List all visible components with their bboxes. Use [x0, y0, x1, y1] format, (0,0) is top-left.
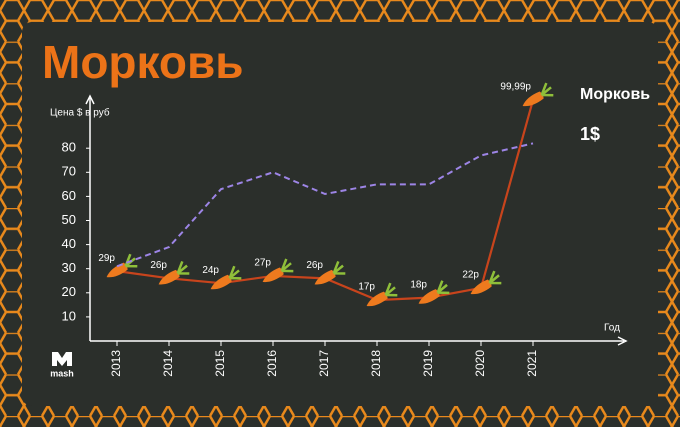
x-tick-label: 2017 — [317, 350, 331, 377]
carrot-marker — [106, 253, 138, 278]
data-label: 22р — [462, 270, 479, 281]
carrot-leaves — [436, 280, 450, 295]
carrot-body — [314, 269, 336, 285]
x-tick-label: 2020 — [473, 350, 487, 377]
data-label: 26р — [150, 260, 167, 271]
carrot-body — [210, 274, 232, 290]
legend-label: Морковь — [580, 86, 650, 103]
carrot-body — [418, 289, 440, 304]
y-tick-label: 40 — [62, 236, 76, 251]
data-label: 29р — [98, 253, 115, 264]
y-tick-label: 10 — [62, 308, 76, 323]
carrot-leaves — [176, 260, 190, 275]
data-label: 27р — [254, 258, 271, 269]
carrot-marker — [522, 82, 554, 107]
data-label: 17р — [358, 282, 375, 293]
carrot-leaves — [488, 270, 502, 285]
y-tick-label: 30 — [62, 260, 76, 275]
x-tick-label: 2018 — [369, 350, 383, 377]
series-line — [116, 142, 534, 268]
carrot-leaves — [280, 258, 294, 273]
x-tick-label: 2016 — [265, 350, 279, 377]
carrot-body — [262, 267, 284, 283]
y-tick-label: 20 — [62, 284, 76, 299]
carrot-marker — [470, 270, 502, 295]
carrot-body — [522, 91, 544, 107]
x-tick-label: 2019 — [421, 350, 435, 377]
y-tick-label: 80 — [62, 140, 76, 155]
panel — [22, 22, 658, 406]
logo: mash — [50, 352, 74, 378]
x-tick-label: 2021 — [525, 350, 539, 377]
carrot-leaves — [228, 265, 242, 280]
x-tick-label: 2013 — [109, 350, 123, 377]
x-tick-label: 2015 — [213, 350, 227, 377]
carrot-marker — [262, 258, 294, 283]
y-axis-label: Цена $ в руб — [50, 107, 110, 119]
x-axis-arrow — [617, 336, 628, 346]
carrot-marker — [158, 260, 190, 285]
carrot-leaves — [384, 282, 398, 297]
logo-icon — [52, 352, 72, 366]
carrot-marker — [418, 280, 450, 304]
x-tick-label: 2014 — [161, 350, 175, 377]
y-axis-arrow — [85, 94, 95, 105]
x-axis-label: Год — [604, 323, 620, 334]
carrot-body — [366, 291, 388, 307]
carrot-marker — [314, 260, 346, 285]
data-label: 18р — [410, 279, 427, 290]
chart-title: Морковь — [42, 36, 244, 88]
carrot-body — [158, 269, 180, 285]
logo-text: mash — [50, 368, 74, 378]
carrot-leaves — [332, 260, 346, 275]
data-label: 26р — [306, 260, 323, 271]
carrot-body — [106, 262, 128, 278]
data-label: 99,99р — [500, 82, 531, 93]
carrot-marker — [366, 282, 398, 307]
y-tick-label: 60 — [62, 188, 76, 203]
carrot-body — [470, 279, 492, 295]
carrot-marker — [210, 265, 242, 290]
data-label: 24р — [202, 265, 219, 276]
y-tick-label: 50 — [62, 212, 76, 227]
carrot-leaves — [540, 82, 554, 97]
y-tick-label: 70 — [62, 164, 76, 179]
legend-label: 1$ — [580, 124, 600, 144]
